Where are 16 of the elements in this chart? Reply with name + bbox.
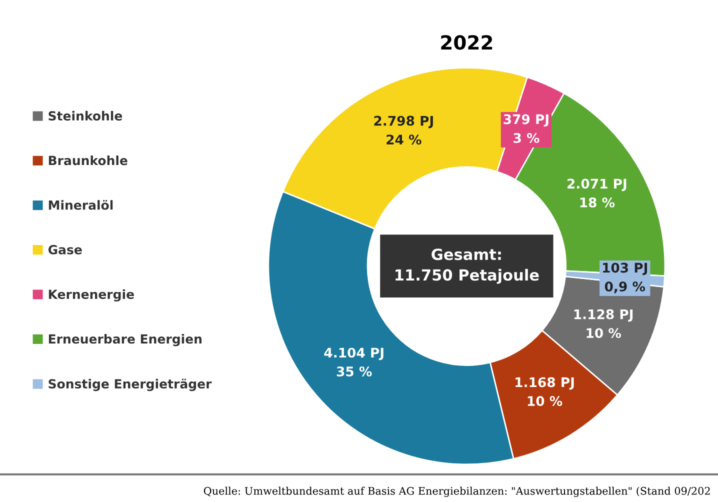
legend-label: Kernenergie <box>48 289 134 302</box>
legend-label: Mineralöl <box>48 200 113 210</box>
chart-title: 2022 <box>441 35 492 50</box>
legend-label: Sonstige Energieträger <box>48 378 212 392</box>
legend-label: Braunkohle <box>48 156 128 166</box>
data-label: 1.128 PJ 10 % <box>574 309 633 338</box>
data-label: 4.104 PJ 35 % <box>324 348 384 376</box>
legend-label: Steinkohle <box>48 110 122 121</box>
data-label: 2.798 PJ 24 % <box>374 116 433 145</box>
data-label: 1.168 PJ 10 % <box>516 377 574 406</box>
data-label: 2.071 PJ 18 % <box>568 178 626 208</box>
legend-label: Gase <box>48 244 82 254</box>
data-label: 379 PJ 3 % <box>504 114 548 143</box>
text: Gesamt: 11.750 Petajoule <box>396 248 539 284</box>
legend-label: Erneuerbare Energien <box>48 334 202 346</box>
source-note: Quelle: Umweltbundesamt auf Basis AG Energiebilanzen: "Auswertungstabellen" (Stand 09/202 <box>204 486 710 497</box>
